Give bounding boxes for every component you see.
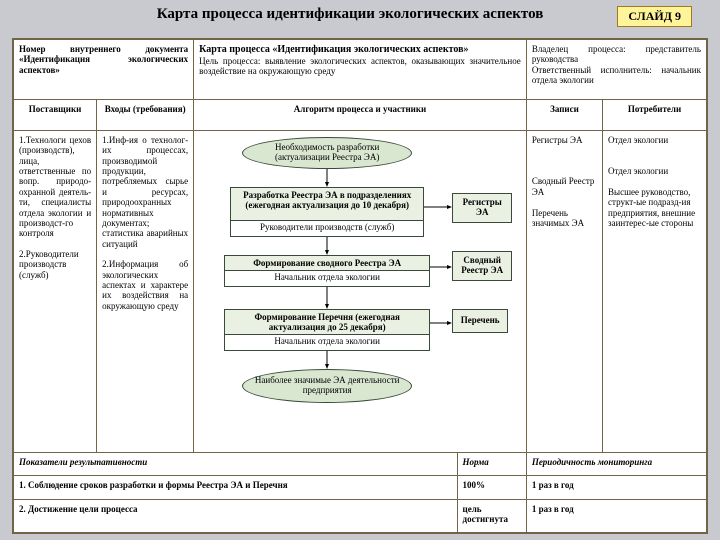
process-map-sheet: Номер внутреннего документа «Идентификац… — [12, 38, 708, 534]
slide-badge: СЛАЙД 9 — [617, 6, 692, 27]
flow-step2-box: Формирование сводного Реестра ЭА — [224, 255, 430, 271]
metric1-period: 1 раз в год — [526, 475, 706, 499]
arrow-4 — [325, 351, 329, 369]
flowchart: Необходимость разработки (актуализации Р… — [194, 131, 526, 452]
flow-side2: Сводный Реестр ЭА — [452, 251, 512, 281]
flow-step3-sub: Начальник отдела экологии — [224, 335, 430, 351]
metric2-name: 2. Достижение цели процесса — [14, 499, 458, 532]
metric1-norm: 100% — [457, 475, 526, 499]
cell-records: Регистры ЭА Сводный Реестр ЭА Перечень з… — [526, 131, 602, 453]
flow-end-oval: Наиболее значимые ЭА деятельности предпр… — [242, 369, 412, 403]
arrow-s3-side — [430, 321, 452, 325]
flow-side3: Перечень — [452, 309, 508, 333]
arrow-1 — [325, 169, 329, 187]
hdr-norm: Норма — [457, 453, 526, 475]
cell-inputs: 1.Инф-ия о технолог-их процессах, произв… — [97, 131, 194, 453]
hdr-records: Записи — [526, 100, 602, 131]
metric2-norm: цель достигнута — [457, 499, 526, 532]
cell-purpose: Карта процесса «Идентификация экологичес… — [194, 40, 527, 100]
flow-side1: Регистры ЭА — [452, 193, 512, 223]
process-table: Номер внутреннего документа «Идентификац… — [13, 39, 707, 533]
flow-start-oval: Необходимость разработки (актуализации Р… — [242, 137, 412, 169]
cell-consumers: Отдел экологии Отдел экологии Высшее рук… — [603, 131, 707, 453]
hdr-inputs: Входы (требования) — [97, 100, 194, 131]
cell-suppliers: 1.Технологи цехов (производств), лица, о… — [14, 131, 97, 453]
hdr-suppliers: Поставщики — [14, 100, 97, 131]
metric1-name: 1. Соблюдение сроков разработки и формы … — [14, 475, 458, 499]
flow-step3-box: Формирование Перечня (ежегодная актуализ… — [224, 309, 430, 335]
arrow-2 — [325, 237, 329, 255]
cell-doc-number: Номер внутреннего документа «Идентификац… — [14, 40, 194, 100]
arrow-3 — [325, 287, 329, 309]
flow-step2-sub: Начальник отдела экологии — [224, 271, 430, 287]
slide-title: Карта процесса идентификации экологическ… — [0, 0, 720, 27]
hdr-consumers: Потребители — [603, 100, 707, 131]
metric2-period: 1 раз в год — [526, 499, 706, 532]
hdr-algorithm: Алгоритм процесса и участники — [194, 100, 527, 131]
hdr-period: Периодичность мониторинга — [526, 453, 706, 475]
arrow-s1-side — [424, 205, 452, 209]
hdr-indicators: Показатели результативности — [14, 453, 458, 475]
cell-flowchart: Необходимость разработки (актуализации Р… — [194, 131, 527, 453]
flow-step1-sub: Руководители производств (служб) — [230, 221, 424, 237]
flow-step1-box: Разработка Реестра ЭА в подразделениях (… — [230, 187, 424, 221]
arrow-s2-side — [430, 265, 452, 269]
cell-owner: Владелец процесса: представитель руковод… — [526, 40, 706, 100]
